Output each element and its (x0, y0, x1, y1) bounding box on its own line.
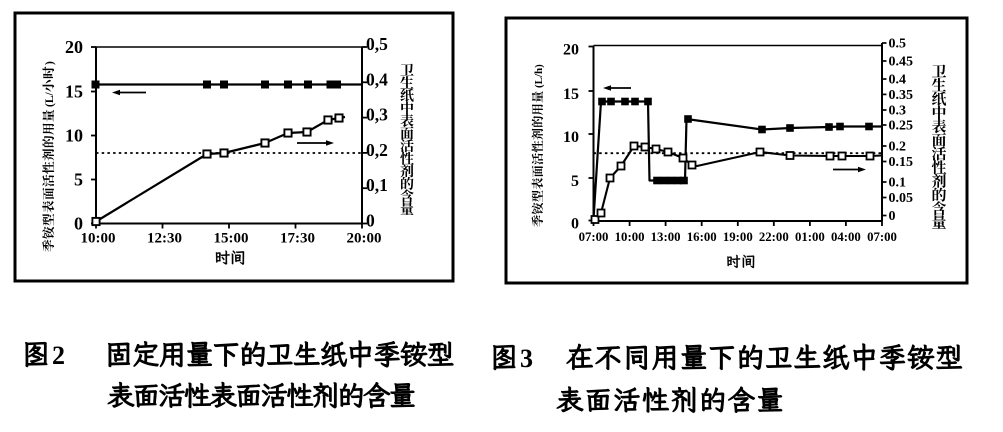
svg-text:): ) (44, 61, 56, 65)
svg-text:0,4: 0,4 (366, 69, 388, 89)
svg-text:5: 5 (74, 170, 83, 190)
svg-text:10:00: 10:00 (81, 231, 116, 247)
svg-text:0: 0 (366, 211, 375, 231)
svg-text:3: 3 (520, 344, 533, 373)
svg-text:15: 15 (563, 86, 579, 103)
svg-text:0: 0 (889, 209, 896, 224)
svg-text:0.35: 0.35 (889, 88, 914, 103)
svg-text:0.2: 0.2 (889, 140, 907, 155)
svg-text:19:00: 19:00 (723, 230, 753, 244)
svg-text:15: 15 (65, 82, 83, 102)
svg-text:0,5: 0,5 (366, 34, 388, 54)
svg-text:2: 2 (52, 341, 65, 370)
svg-text:0: 0 (74, 214, 83, 234)
svg-text:22:00: 22:00 (759, 230, 789, 244)
svg-text:0.05: 0.05 (889, 191, 914, 206)
svg-text:0,3: 0,3 (366, 105, 388, 125)
svg-text:15:00: 15:00 (214, 231, 249, 247)
svg-text:0.45: 0.45 (889, 55, 914, 70)
svg-text:0,1: 0,1 (366, 175, 388, 195)
svg-text:0: 0 (571, 216, 579, 233)
svg-text:07:00: 07:00 (579, 230, 609, 244)
svg-text:0,2: 0,2 (366, 140, 388, 160)
svg-text:0.5: 0.5 (889, 37, 907, 52)
svg-text:10:00: 10:00 (615, 230, 645, 244)
svg-text:10: 10 (563, 129, 579, 146)
svg-text:20: 20 (563, 42, 579, 59)
svg-text:04:00: 04:00 (831, 230, 861, 244)
svg-text:0.1: 0.1 (889, 176, 907, 191)
svg-text:(L/h): (L/h) (533, 64, 545, 88)
svg-text:20:00: 20:00 (347, 231, 382, 247)
svg-text:01:00: 01:00 (795, 230, 825, 244)
svg-text:16:00: 16:00 (687, 230, 717, 244)
svg-text:20: 20 (65, 37, 83, 57)
svg-text:0.15: 0.15 (889, 155, 914, 170)
svg-text:12:30: 12:30 (147, 231, 182, 247)
svg-text:13:00: 13:00 (651, 230, 681, 244)
svg-text:(L/: (L/ (44, 92, 56, 108)
svg-text:07:00: 07:00 (867, 230, 897, 244)
svg-text:17:30: 17:30 (280, 231, 315, 247)
svg-text:10: 10 (65, 126, 83, 146)
svg-text:0.4: 0.4 (889, 73, 907, 88)
svg-text:0.3: 0.3 (889, 104, 907, 119)
svg-text:0.25: 0.25 (889, 119, 914, 134)
svg-text:5: 5 (571, 173, 579, 190)
